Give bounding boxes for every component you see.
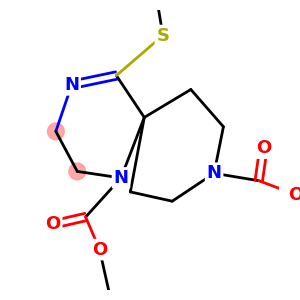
Text: O: O [256,139,271,157]
Circle shape [69,163,85,180]
Circle shape [47,123,64,140]
Text: N: N [113,169,128,187]
Text: N: N [64,76,79,94]
Text: O: O [45,215,61,233]
Text: O: O [92,241,107,259]
Text: O: O [288,186,300,204]
Text: S: S [156,26,170,44]
Text: N: N [207,164,222,182]
